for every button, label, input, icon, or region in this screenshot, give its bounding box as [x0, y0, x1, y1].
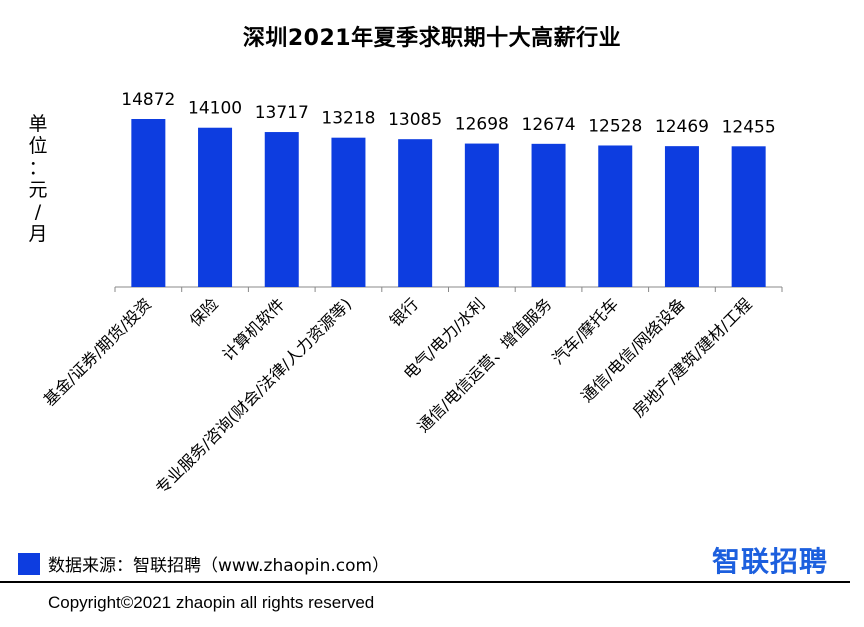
zhaopin-logo: 智联招聘: [712, 545, 829, 578]
bar-9: [664, 146, 699, 287]
bar-7: [531, 143, 566, 287]
footer-divider: [0, 581, 850, 583]
data-label-1: 14872: [121, 90, 175, 110]
data-label-3: 13717: [255, 103, 309, 123]
data-label-6: 12698: [455, 115, 509, 135]
chart-title: 深圳2021年夏季求职期十大高薪行业: [242, 26, 622, 51]
category-label-5: 银行: [386, 294, 422, 330]
data-label-2: 14100: [188, 99, 242, 119]
bar-6: [464, 143, 499, 287]
legend-swatch: [18, 552, 40, 575]
legend: 数据来源：智联招聘（www.zhaopin.com）: [18, 551, 389, 576]
category-label-1: 基金/证券/期货/投资: [40, 294, 155, 409]
bar-10: [731, 146, 766, 287]
legend-source-text: 数据来源：智联招聘（www.zhaopin.com）: [48, 556, 390, 576]
data-label-10: 12455: [722, 117, 776, 137]
unit-char: 单: [28, 113, 48, 135]
data-label-5: 13085: [388, 110, 442, 130]
category-label-2: 保险: [186, 294, 222, 330]
unit-char: /: [34, 201, 42, 223]
category-label-3: 计算机软件: [219, 294, 289, 364]
unit-char: 位: [28, 135, 48, 157]
data-label-8: 12528: [588, 116, 642, 136]
bar-chart: 14872基金/证券/期货/投资14100保险13717计算机软件13218专业…: [40, 90, 783, 498]
unit-char: 元: [28, 179, 48, 201]
category-label-8: 汽车/摩托车: [548, 294, 622, 368]
bar-5: [398, 139, 433, 287]
category-label-10: 房地产/建筑/建材/工程: [629, 294, 756, 421]
bar-3: [264, 132, 299, 287]
data-label-7: 12674: [522, 115, 576, 135]
data-label-4: 13218: [321, 109, 375, 129]
bar-4: [331, 137, 366, 287]
unit-char: ：: [28, 157, 48, 179]
category-label-7: 通信/电信运营、增值服务: [414, 294, 556, 436]
data-label-9: 12469: [655, 117, 709, 137]
bar-1: [131, 119, 166, 287]
bar-2: [198, 127, 233, 287]
bar-8: [598, 145, 633, 287]
copyright-text: Copyright©2021 zhaopin all rights reserv…: [48, 593, 375, 612]
unit-char: 月: [28, 223, 48, 245]
y-axis-unit-label: 单 位 ： 元 / 月: [26, 113, 50, 245]
